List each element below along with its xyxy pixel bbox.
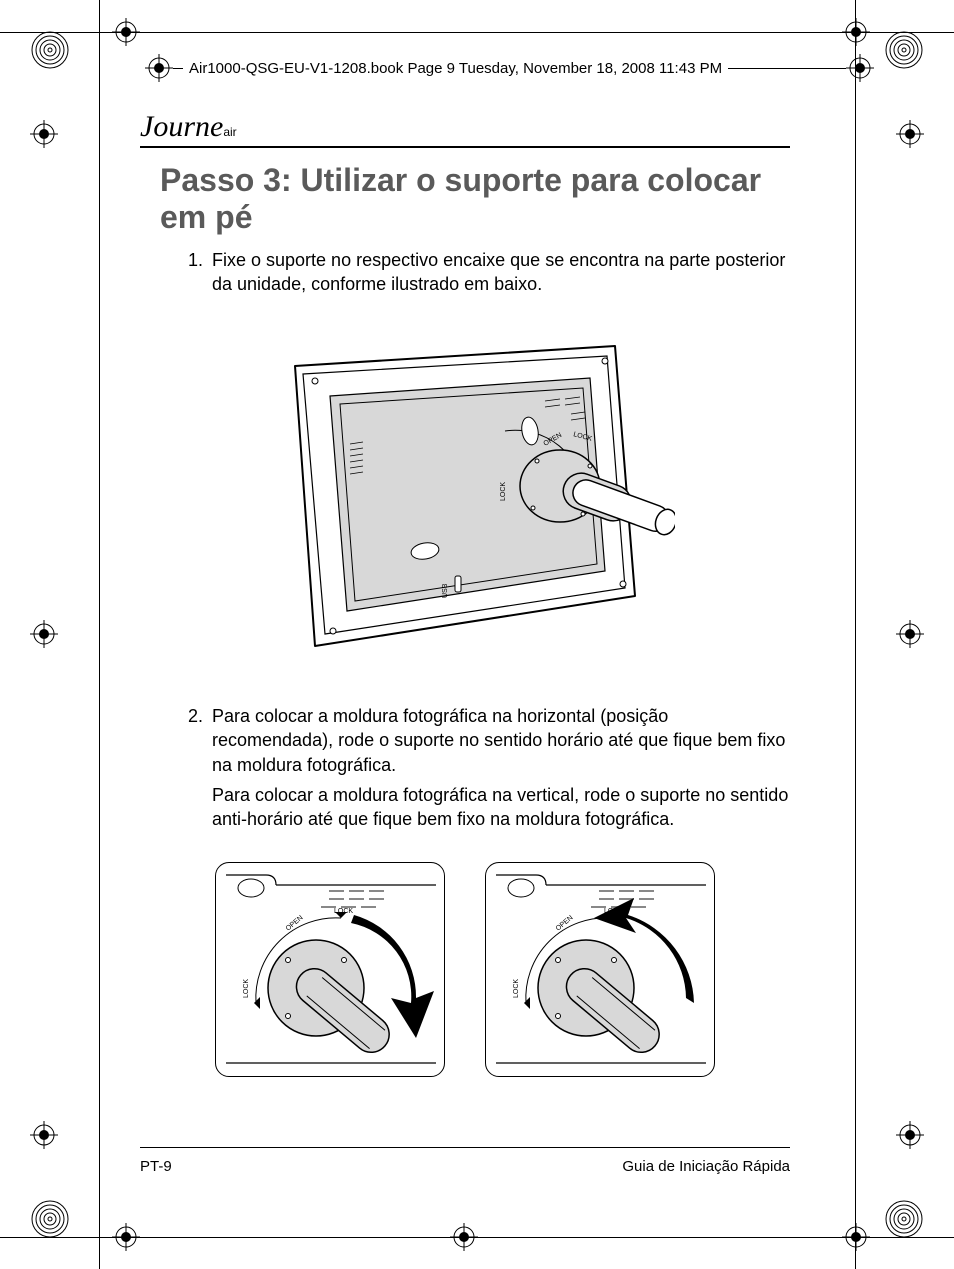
registration-mark-icon xyxy=(145,54,173,82)
corner-mark-icon xyxy=(30,30,70,70)
registration-mark-icon xyxy=(30,120,58,148)
corner-mark-icon xyxy=(30,1199,70,1239)
step-2: 2. Para colocar a moldura fotográfica na… xyxy=(188,704,790,837)
page-number: PT-9 xyxy=(140,1158,172,1175)
print-header: Air1000-QSG-EU-V1-1208.book Page 9 Tuesd… xyxy=(145,54,874,82)
registration-mark-icon xyxy=(112,1223,140,1251)
usb-label: USB xyxy=(442,583,449,598)
step-para: Fixe o suporte no respectivo encaixe que… xyxy=(212,248,790,297)
figure-row: LOCK OPEN LOCK xyxy=(140,862,790,1077)
logo-sub: air xyxy=(223,125,236,139)
header-rule xyxy=(140,146,790,148)
crop-line-top xyxy=(0,32,954,33)
figure-anticlockwise: LOCK OPEN LOCK xyxy=(485,862,715,1077)
doc-title: Guia de Iniciação Rápida xyxy=(622,1158,790,1175)
page-content: Journeair Passo 3: Utilizar o suporte pa… xyxy=(140,110,790,1165)
registration-mark-icon xyxy=(30,1121,58,1149)
figure-main: LOCK OPEN LOCK USB xyxy=(140,326,790,676)
header-filename: Air1000-QSG-EU-V1-1208.book Page 9 Tuesd… xyxy=(183,60,728,77)
registration-mark-icon xyxy=(896,1121,924,1149)
crop-line-right xyxy=(855,0,856,1269)
lock-label: LOCK xyxy=(513,978,520,997)
lock-label: LOCK xyxy=(500,482,507,501)
step-text: Fixe o suporte no respectivo encaixe que… xyxy=(212,248,790,303)
brand-logo: Journeair xyxy=(140,110,790,144)
rotate-cw-diagram-icon: LOCK OPEN LOCK xyxy=(216,863,446,1078)
step-para: Para colocar a moldura fotográfica na ve… xyxy=(212,783,790,832)
step-number: 1. xyxy=(188,248,212,303)
open-label: OPEN xyxy=(285,914,305,932)
device-diagram-icon: LOCK OPEN LOCK USB xyxy=(255,326,675,676)
logo-script: Journe xyxy=(140,110,223,143)
step-text: Para colocar a moldura fotográfica na ho… xyxy=(212,704,790,837)
step-para: Para colocar a moldura fotográfica na ho… xyxy=(212,704,790,777)
corner-mark-icon xyxy=(884,30,924,70)
lock-label: LOCK xyxy=(243,978,250,997)
page-title: Passo 3: Utilizar o suporte para colocar… xyxy=(160,162,790,236)
registration-mark-icon xyxy=(896,120,924,148)
registration-mark-icon xyxy=(30,620,58,648)
crop-line-left xyxy=(99,0,100,1269)
registration-mark-icon xyxy=(842,1223,870,1251)
registration-mark-icon xyxy=(112,18,140,46)
registration-mark-icon xyxy=(842,18,870,46)
figure-clockwise: LOCK OPEN LOCK xyxy=(215,862,445,1077)
registration-mark-icon xyxy=(450,1223,478,1251)
registration-mark-icon xyxy=(896,620,924,648)
corner-mark-icon xyxy=(884,1199,924,1239)
step-number: 2. xyxy=(188,704,212,837)
registration-mark-icon xyxy=(846,54,874,82)
lock-label: LOCK xyxy=(334,908,353,915)
page-footer: PT-9 Guia de Iniciação Rápida xyxy=(140,1147,790,1175)
rotate-ccw-diagram-icon: LOCK OPEN LOCK xyxy=(486,863,716,1078)
open-label: OPEN xyxy=(555,914,575,932)
step-1: 1. Fixe o suporte no respectivo encaixe … xyxy=(188,248,790,303)
footer-rule xyxy=(140,1147,790,1148)
